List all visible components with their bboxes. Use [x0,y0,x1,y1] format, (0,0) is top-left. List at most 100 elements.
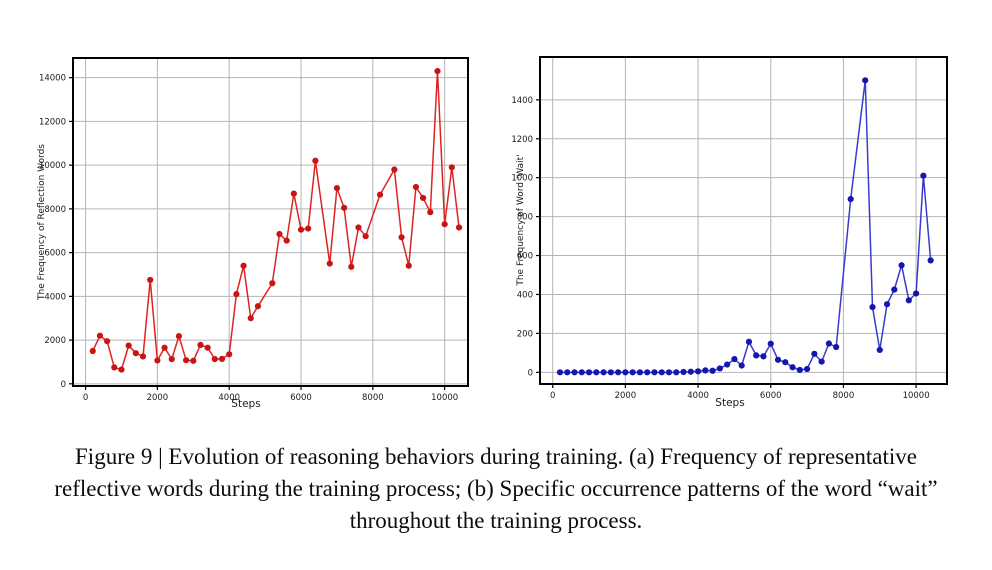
data-point [796,366,803,374]
data-point [622,369,629,376]
data-point [585,369,593,376]
data-point [564,369,571,376]
data-point [218,355,226,362]
data-point [702,367,709,374]
data-point [204,344,211,351]
data-point [362,233,369,240]
data-point [927,257,934,264]
data-point [161,344,168,351]
data-point [96,332,104,339]
data-point [745,338,753,345]
data-point [398,234,405,241]
data-point [269,280,276,287]
reflection-words-chart: 0 2000 4000 6000 8000 10000 0 2000 4000 6000 8000 1… [40,57,469,403]
data-point [341,204,348,211]
data-point [571,369,578,376]
x-tick-label: 10000 [431,393,458,403]
data-point [898,262,905,269]
data-point [197,341,204,348]
data-point [312,157,319,164]
data-point [434,68,441,75]
data-point [305,225,312,232]
data-point [578,369,585,376]
y-tick-label: 0 [61,380,66,390]
data-point [694,368,702,375]
data-point [333,185,341,192]
y-axis-label-reflection: The Frequency of Reflection Words [37,144,47,300]
x-tick-label: 4000 [687,391,709,401]
data-point [240,262,247,269]
data-point [673,369,680,376]
data-point [168,356,175,363]
y-tick-label: 400 [517,290,533,300]
data-point [716,365,723,372]
x-tick-label: 6000 [760,391,782,401]
x-tick-label: 8000 [833,391,855,401]
caption-line-2: reflective words during the training pro… [54,476,938,501]
data-point [376,191,384,198]
x-tick-label: 4000 [218,393,240,403]
data-point [767,340,774,347]
y-tick-label: 12000 [40,117,66,127]
y-tick-label: 800 [517,213,533,223]
x-tick-label: 2000 [615,391,637,401]
data-point [883,301,891,308]
axes-border [72,57,469,387]
y-tick-label: 14000 [40,74,66,84]
word-wait-chart: 0 2000 4000 6000 8000 10000 0 200 400 600 800 1000 1… [511,56,948,401]
x-tick-label: 0 [550,391,555,401]
figure-panel-b: 0 2000 4000 6000 8000 10000 0 200 400 600 800 1000 1… [505,40,965,418]
data-point [774,356,782,363]
y-tick-label: 1400 [511,96,533,106]
caption-line-3: throughout the training process. [349,508,643,533]
data-point [147,276,154,284]
data-point [629,369,636,376]
data-point [405,262,412,269]
data-point [104,338,111,345]
data-point [89,347,96,355]
y-tick-label: 8000 [44,205,66,215]
data-point [833,343,840,351]
data-point [665,369,673,376]
data-point [687,368,694,375]
data-point [862,77,869,84]
data-point [190,357,197,364]
x-tick-label: 2000 [147,393,169,403]
data-point [175,333,183,340]
data-point [920,172,927,179]
data-point [211,356,218,363]
data-point [283,237,290,244]
data-point [811,350,818,357]
x-tick-label: 10000 [903,391,930,401]
data-point [753,352,760,359]
data-point [651,369,658,376]
data-point [789,364,796,371]
data-point [455,224,463,231]
data-point [913,290,920,297]
data-point [803,365,811,373]
axes-border [539,56,948,385]
data-point [636,369,644,376]
caption-line-1: Figure 9 | Evolution of reasoning behavi… [75,444,917,469]
data-point [254,303,262,310]
y-tick-label: 4000 [44,292,66,302]
data-point [905,297,912,304]
data-point [680,368,687,376]
x-tick-label: 0 [83,393,88,403]
data-series-line [559,79,932,374]
figure-caption: Figure 9 | Evolution of reasoning behavi… [0,441,992,537]
data-point [441,221,448,228]
data-point [183,357,190,364]
data-point [139,353,147,360]
data-point [891,286,898,293]
y-tick-label: 1000 [511,174,533,184]
data-point [658,369,665,376]
x-tick-label: 6000 [290,393,312,403]
data-point [348,263,355,270]
data-point [782,359,789,366]
data-point [290,190,297,197]
data-point [125,342,132,349]
data-point [427,209,434,216]
x-axis-label-steps-b: Steps [715,397,745,409]
x-axis-label-steps-a: Steps [231,398,261,410]
